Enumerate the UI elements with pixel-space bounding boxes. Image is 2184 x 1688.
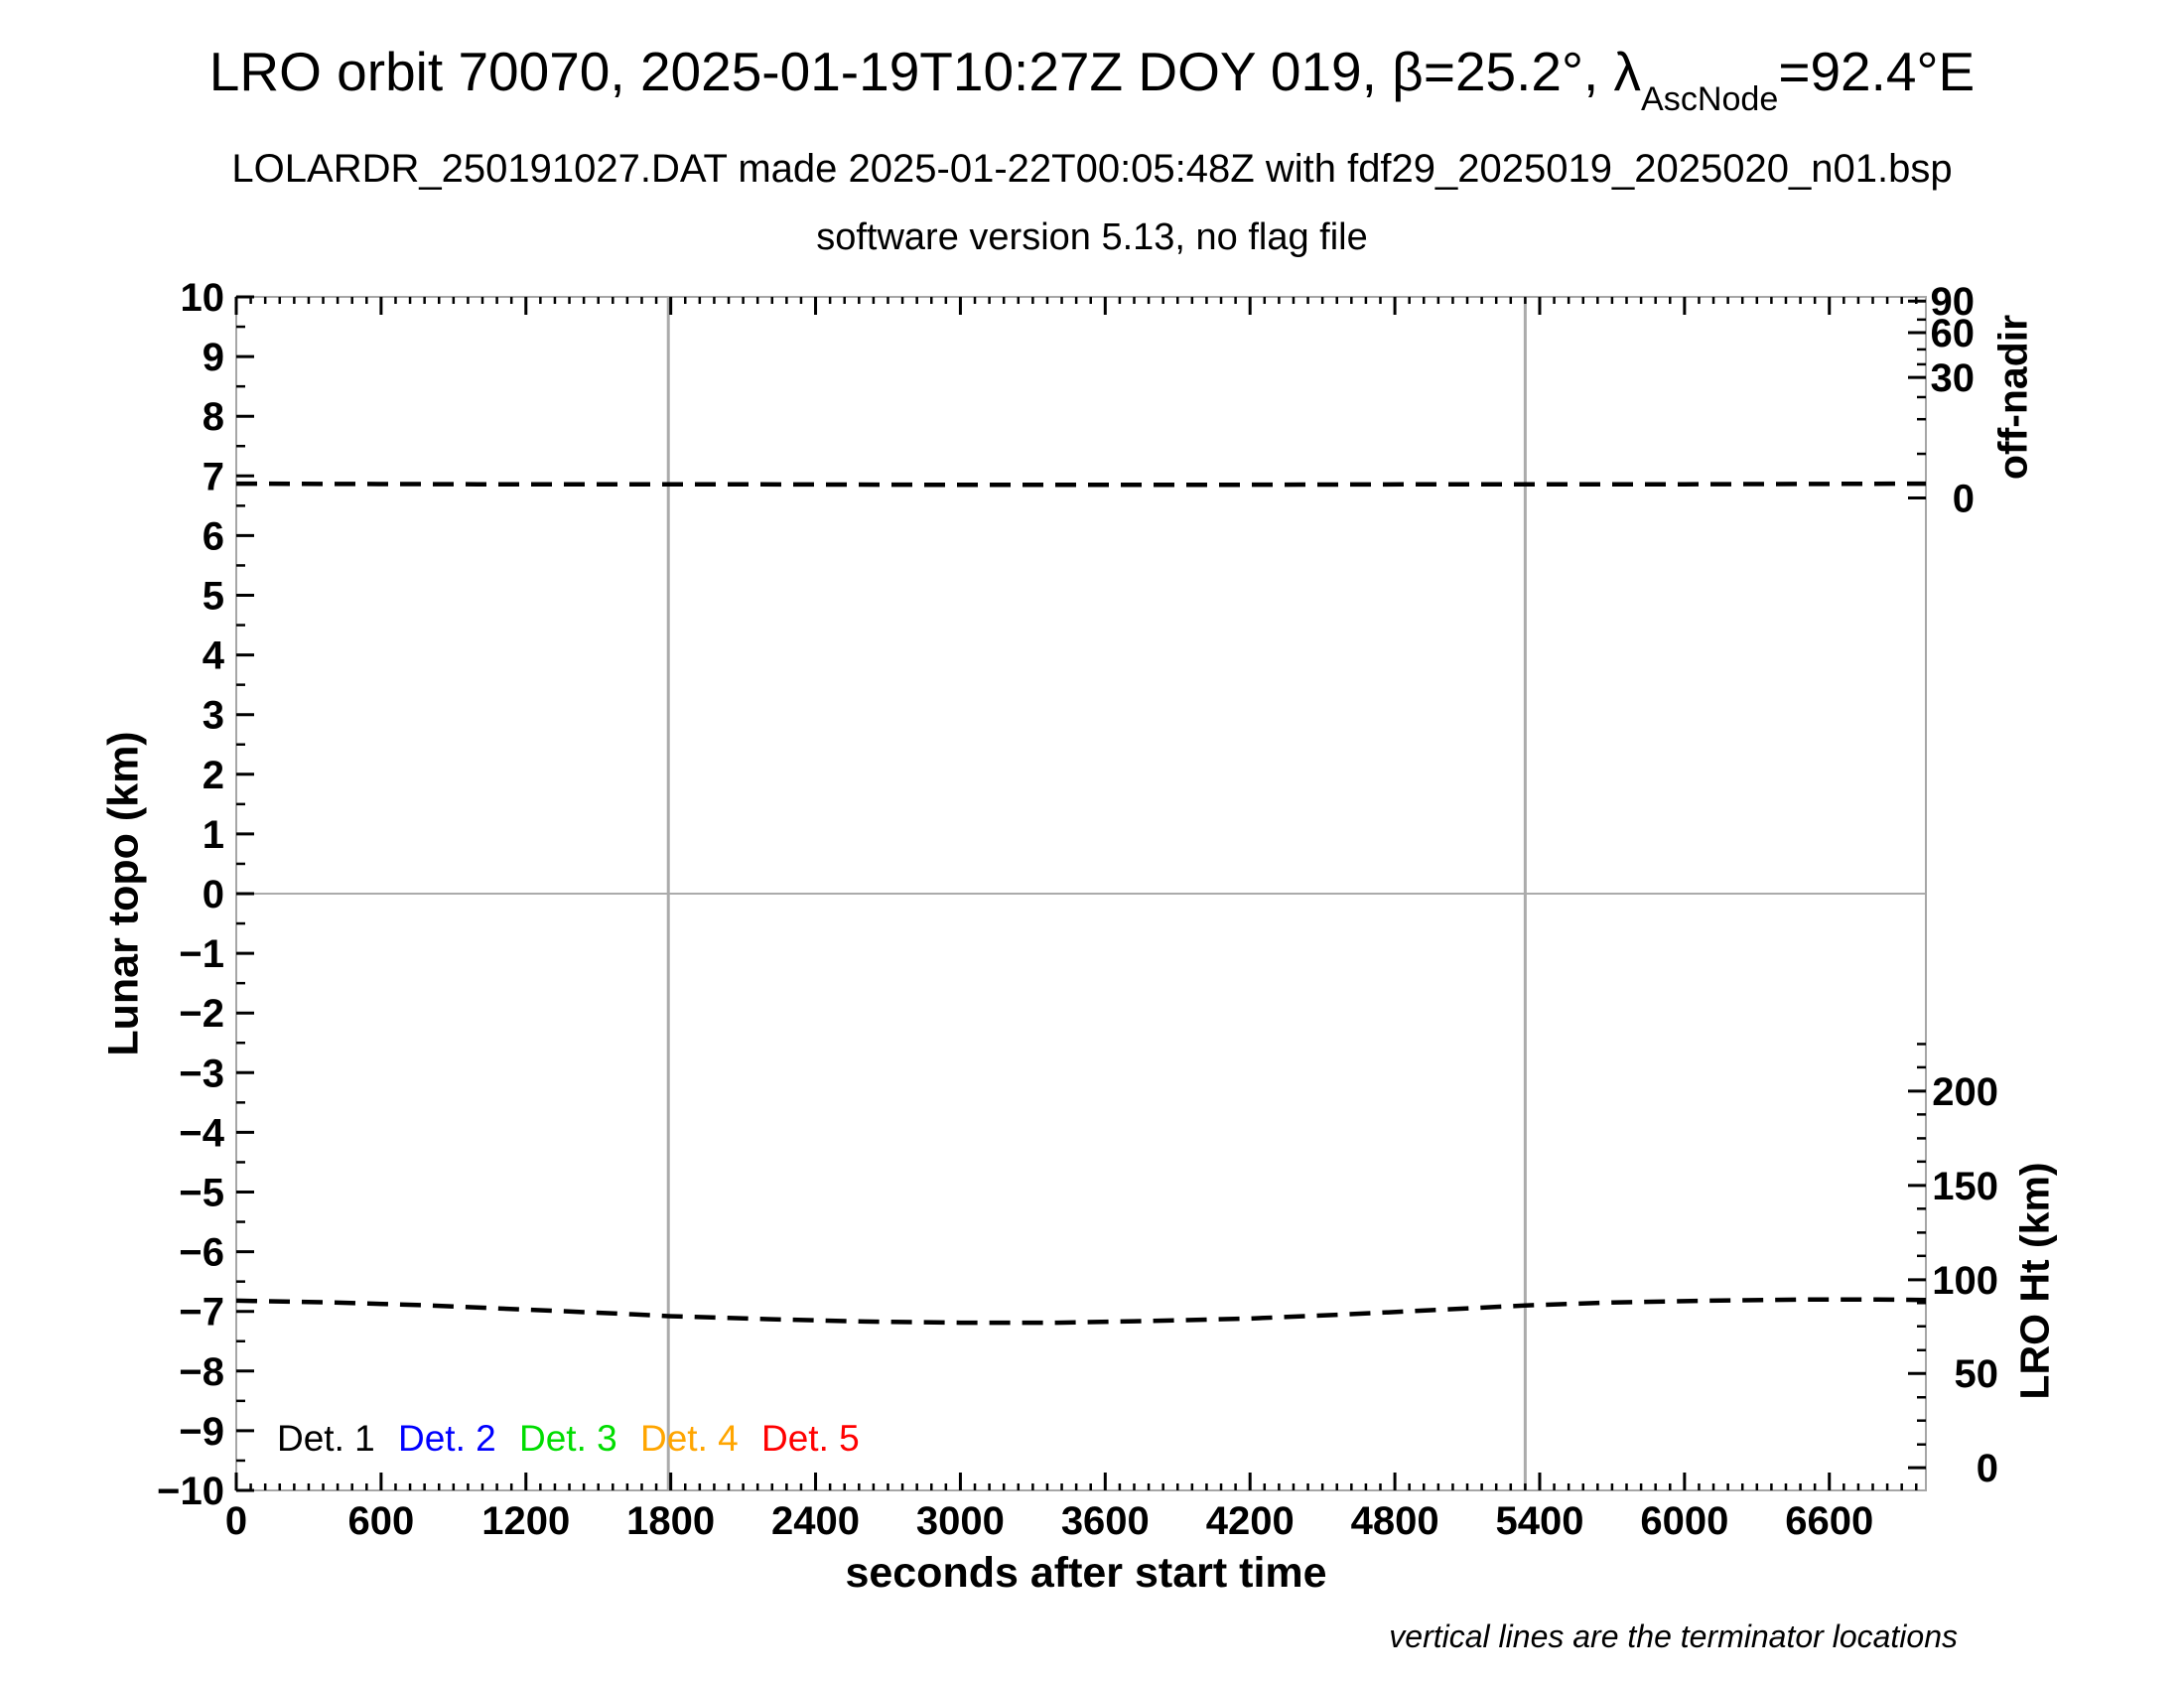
legend-item-det-4: Det. 4 xyxy=(640,1418,739,1459)
chart-title: LRO orbit 70070, 2025-01-19T10:27Z DOY 0… xyxy=(0,40,2184,116)
y-tick-label: −2 xyxy=(179,992,224,1036)
x-tick-label: 5400 xyxy=(1495,1499,1583,1543)
x-tick-label: 6600 xyxy=(1785,1499,1873,1543)
x-tick-label: 0 xyxy=(225,1499,247,1543)
right-axis-title-lro-ht: LRO Ht (km) xyxy=(2011,1162,2058,1400)
y-tick-label: 0 xyxy=(203,873,224,916)
terminator-note: vertical lines are the terminator locati… xyxy=(1389,1618,1958,1654)
x-tick-label: 3600 xyxy=(1061,1499,1150,1543)
y-tick-label: −4 xyxy=(179,1111,224,1155)
y-tick-label: 8 xyxy=(203,395,224,439)
lro-ht-tick-label: 150 xyxy=(1932,1165,1998,1208)
off-nadir-tick-label: 90 xyxy=(1931,280,1976,324)
legend-item-det-2: Det. 2 xyxy=(398,1418,496,1459)
y-tick-label: −3 xyxy=(179,1052,224,1095)
y-tick-label: 2 xyxy=(203,754,224,797)
off-nadir-tick-label: 60 xyxy=(1931,312,1976,355)
y-tick-label: 4 xyxy=(203,634,225,678)
title-lambda-subscript: AscNode xyxy=(1641,79,1779,118)
y-tick-label: −8 xyxy=(179,1350,224,1394)
y-tick-label: 3 xyxy=(203,694,224,738)
plot-area: 0 600 1200 1800 2400 3000 3600 4200 4800 5400 6000… xyxy=(157,276,1998,1543)
legend-item-det-5: Det. 5 xyxy=(761,1418,860,1459)
right-axis-title-off-nadir: off-nadir xyxy=(1989,314,2036,481)
series-line-0 xyxy=(235,481,1927,488)
y-tick-label: 5 xyxy=(203,575,224,619)
x-axis-title: seconds after start time xyxy=(845,1549,1327,1597)
legend-item-det-3: Det. 3 xyxy=(519,1418,617,1459)
software-version-line: software version 5.13, no flag file xyxy=(816,216,1368,258)
y-tick-label: −5 xyxy=(179,1172,224,1215)
y-tick-label: 1 xyxy=(203,813,224,857)
left-axis-title: Lunar topo (km) xyxy=(99,731,148,1056)
y-tick-label: 9 xyxy=(203,336,224,379)
y-tick-label: −7 xyxy=(179,1291,224,1335)
legend-item-det-1: Det. 1 xyxy=(277,1418,375,1459)
y-tick-label: −6 xyxy=(179,1231,224,1275)
x-tick-label: 1200 xyxy=(481,1499,570,1543)
y-tick-label: 6 xyxy=(203,514,224,558)
y-tick-label: −10 xyxy=(157,1470,224,1513)
x-tick-label: 6000 xyxy=(1640,1499,1728,1543)
off-nadir-tick-label: 0 xyxy=(1953,478,1975,521)
lro-ht-tick-label: 0 xyxy=(1977,1447,1998,1490)
x-tick-label: 600 xyxy=(348,1499,415,1543)
x-tick-label: 3000 xyxy=(916,1499,1005,1543)
data-file-subtitle: LOLARDR_250191027.DAT made 2025-01-22T00… xyxy=(231,147,1953,191)
lro-ht-tick-label: 100 xyxy=(1932,1259,1998,1303)
x-tick-label: 4800 xyxy=(1351,1499,1439,1543)
x-tick-label: 1800 xyxy=(626,1499,715,1543)
y-tick-label: 7 xyxy=(203,455,224,498)
y-tick-label: −9 xyxy=(179,1410,224,1454)
x-tick-label: 2400 xyxy=(771,1499,860,1543)
lro-ht-tick-label: 50 xyxy=(1955,1352,1999,1396)
title-suffix: =92.4°E xyxy=(1778,41,1976,102)
series-line-1 xyxy=(235,1297,1927,1326)
lro-ht-tick-label: 200 xyxy=(1932,1070,1998,1114)
off-nadir-tick-label: 30 xyxy=(1931,356,1976,400)
y-tick-label: −1 xyxy=(179,932,224,976)
x-tick-label: 4200 xyxy=(1206,1499,1295,1543)
y-tick-label: 10 xyxy=(181,276,225,320)
title-prefix: LRO orbit 70070, 2025-01-19T10:27Z DOY 0… xyxy=(208,41,1642,102)
